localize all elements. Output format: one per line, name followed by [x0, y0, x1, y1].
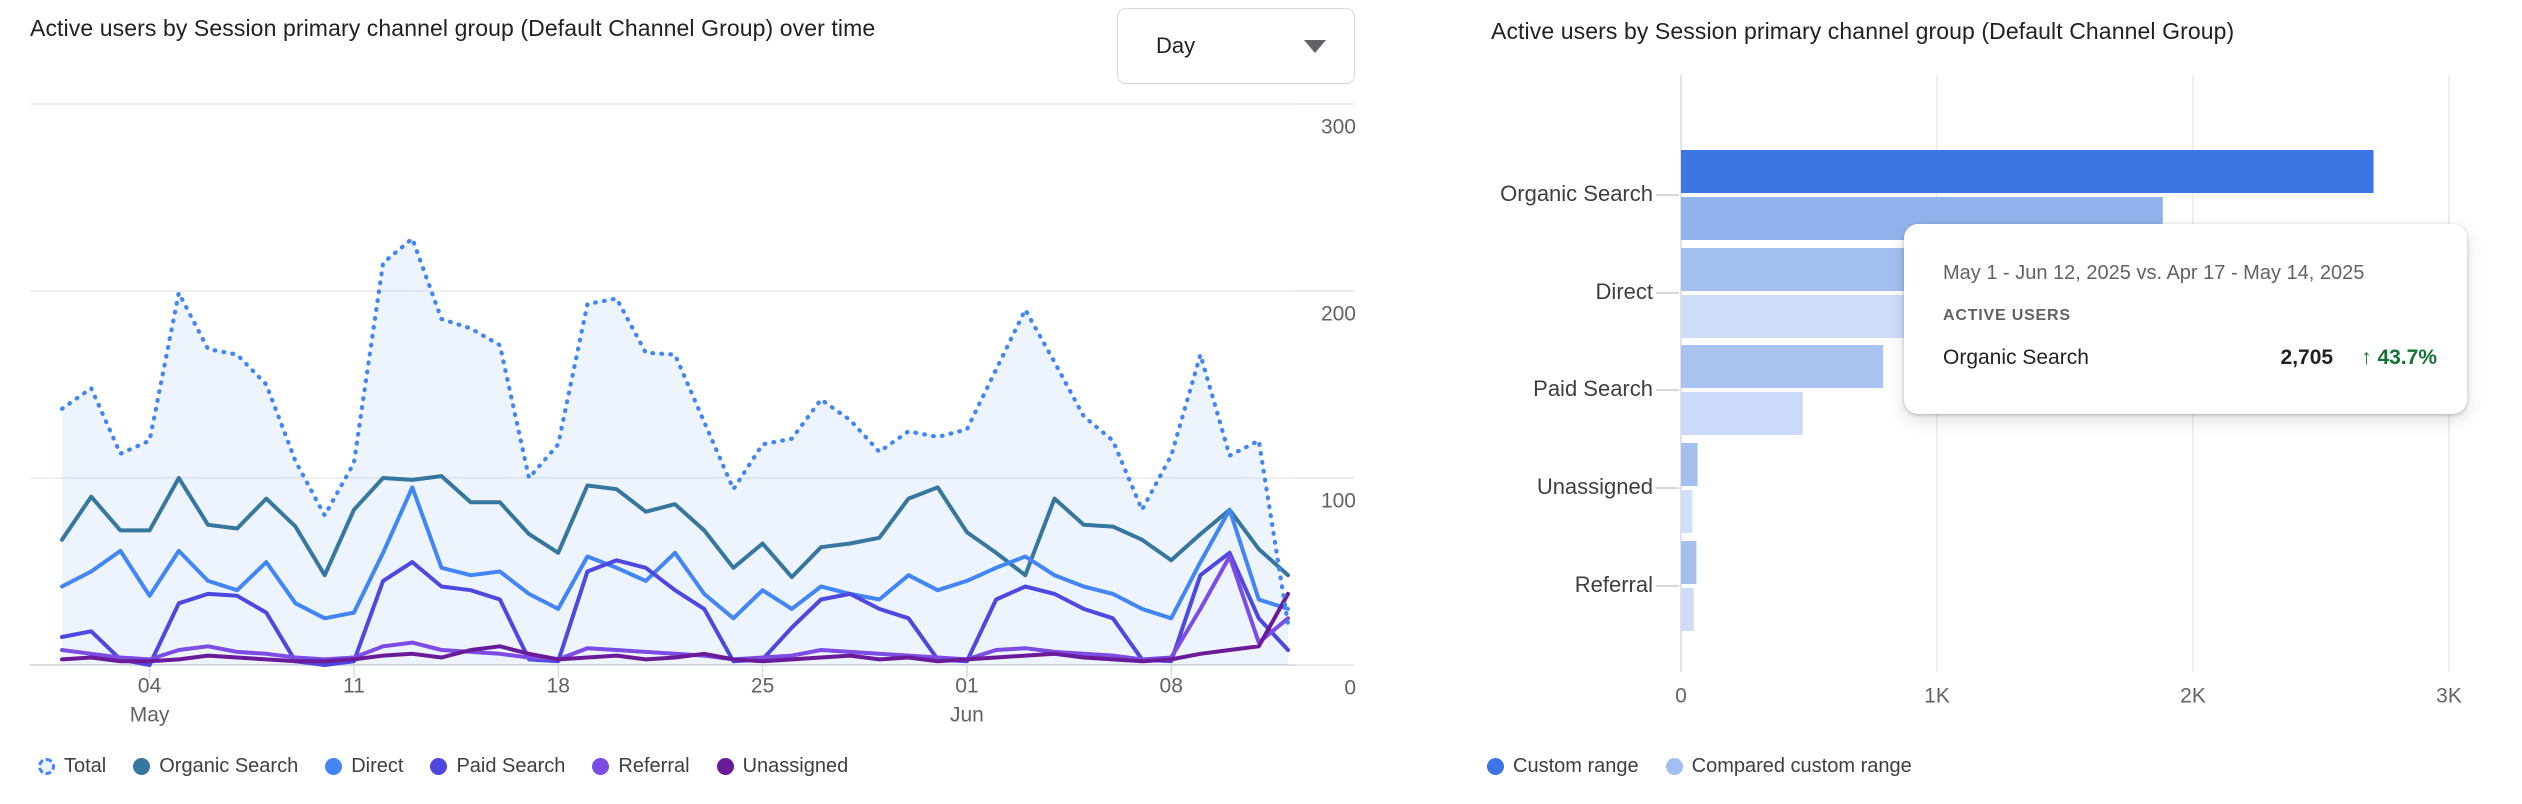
total-line[interactable] — [59, 236, 1291, 627]
referral-legend-dot-icon — [592, 758, 610, 775]
line-legend-label: Organic Search — [159, 755, 299, 777]
compared-custom-range-legend-dot-icon — [1665, 758, 1683, 775]
tooltip-delta: ↑ 43.7% — [2361, 346, 2437, 370]
x-axis-label-18: 18 — [547, 675, 570, 698]
custom-range-legend-dot-icon — [1487, 758, 1504, 775]
y-axis-label-300: 300 — [1321, 116, 1356, 139]
x-axis-label-01: 01 — [955, 675, 978, 698]
arrow-up-icon: ↑ — [2361, 346, 2372, 369]
bar-legend-label: Custom range — [1513, 755, 1639, 777]
time-granularity-value: Day — [1156, 33, 1196, 58]
right-chart-title: Active users by Session primary channel … — [1491, 18, 2235, 44]
bar-x-axis-label-1K: 1K — [1924, 685, 1950, 708]
line-legend-item-unassigned: Unassigned — [716, 755, 849, 778]
line-legend-item-organic-search: Organic Search — [133, 755, 298, 778]
bar-paid-search-custom-range[interactable] — [1681, 345, 1884, 388]
bar-direct-compared-range[interactable] — [1681, 295, 1912, 338]
x-axis-label-11: 11 — [343, 675, 365, 698]
bar-x-axis-label-3K: 3K — [2436, 685, 2462, 708]
line-legend-label: Referral — [618, 755, 690, 777]
line-legend-label: Direct — [351, 755, 404, 777]
x-axis-month-Jun: Jun — [950, 704, 984, 727]
total-legend-dot-icon — [38, 758, 55, 775]
bar-chart-axis-labels: 0 1K 2K 3K Organic Search Direct Paid Search Un… — [1500, 181, 2462, 708]
tooltip-value: 2,705 — [2280, 346, 2334, 369]
chevron-down-icon — [1304, 39, 1326, 53]
y-axis-label-0: 0 — [1344, 677, 1356, 700]
y-axis-label-100: 100 — [1321, 490, 1356, 513]
row-label-referral: Referral — [1575, 572, 1653, 597]
bar-legend-item-compared-custom-range: Compared custom range — [1665, 755, 1912, 778]
tooltip-value-row: Organic Search 2,705 ↑ 43.7% — [1943, 346, 2437, 370]
unassigned-legend-dot-icon — [716, 758, 734, 775]
tooltip-metric-label: ACTIVE USERS — [1943, 307, 2071, 324]
total-area-fill — [62, 238, 1288, 665]
left-chart-title: Active users by Session primary channel … — [30, 15, 876, 41]
line-legend-item-referral: Referral — [592, 755, 690, 778]
bar-x-axis-label-2K: 2K — [2180, 685, 2206, 708]
organic-search-legend-dot-icon — [133, 758, 151, 775]
unassigned-line[interactable] — [60, 591, 1290, 664]
bar-chart-legend: Custom range Compared custom range — [1487, 755, 1912, 778]
tooltip-delta-percent: 43.7% — [2377, 346, 2437, 369]
bar-direct-custom-range[interactable] — [1681, 248, 1925, 291]
bar-unassigned-custom-range[interactable] — [1681, 443, 1698, 486]
organic-search-line[interactable] — [60, 474, 1290, 580]
line-legend-label: Unassigned — [742, 755, 849, 777]
time-granularity-dropdown[interactable]: Day — [1117, 8, 1355, 84]
y-axis-label-200: 200 — [1321, 303, 1356, 326]
line-legend-item-total: Total — [38, 755, 106, 778]
row-label-paid-search: Paid Search — [1533, 376, 1653, 401]
referral-line[interactable] — [60, 554, 1290, 662]
bar-paid-search-compared-range[interactable] — [1681, 392, 1803, 435]
line-chart: 0 100 200 300 04 May 11 18 25 01 Jun 08 — [30, 103, 1356, 727]
bar-legend-label: Compared custom range — [1691, 755, 1912, 777]
line-legend-label: Total — [64, 755, 107, 777]
direct-legend-dot-icon — [325, 758, 343, 775]
direct-line[interactable] — [60, 485, 1290, 621]
paid-search-legend-dot-icon — [430, 758, 448, 775]
line-chart-series — [59, 236, 1291, 667]
line-legend-item-paid-search: Paid Search — [430, 755, 565, 778]
row-label-direct: Direct — [1596, 279, 1653, 304]
line-chart-legend: Total Organic Search Direct Paid Search Refe… — [38, 755, 848, 778]
tooltip-date-range: May 1 - Jun 12, 2025 vs. Apr 17 - May 14… — [1943, 262, 2365, 284]
comparison-tooltip: May 1 - Jun 12, 2025 vs. Apr 17 - May 14… — [1904, 224, 2467, 414]
bar-referral-custom-range[interactable] — [1681, 541, 1697, 584]
line-legend-label: Paid Search — [456, 755, 566, 777]
x-axis-label-04: 04 — [138, 675, 162, 698]
line-legend-item-direct: Direct — [325, 755, 403, 778]
line-chart-axis-labels: 0 100 200 300 04 May 11 18 25 01 Jun 08 — [130, 116, 1356, 727]
bar-organic-search-custom-range[interactable] — [1681, 150, 2374, 193]
row-label-unassigned: Unassigned — [1537, 474, 1653, 499]
x-axis-month-May: May — [130, 704, 170, 727]
tooltip-channel-label: Organic Search — [1943, 346, 2089, 369]
row-label-organic-search: Organic Search — [1500, 181, 1653, 206]
bar-x-axis-label-0: 0 — [1675, 685, 1687, 708]
x-axis-label-25: 25 — [751, 675, 774, 698]
bar-unassigned-compared-range[interactable] — [1681, 490, 1693, 533]
bar-legend-item-custom-range: Custom range — [1487, 755, 1639, 778]
bar-referral-compared-range[interactable] — [1681, 588, 1694, 631]
x-axis-label-08: 08 — [1160, 675, 1183, 698]
line-chart-gridlines — [30, 103, 1354, 678]
paid-search-line[interactable] — [60, 550, 1290, 667]
